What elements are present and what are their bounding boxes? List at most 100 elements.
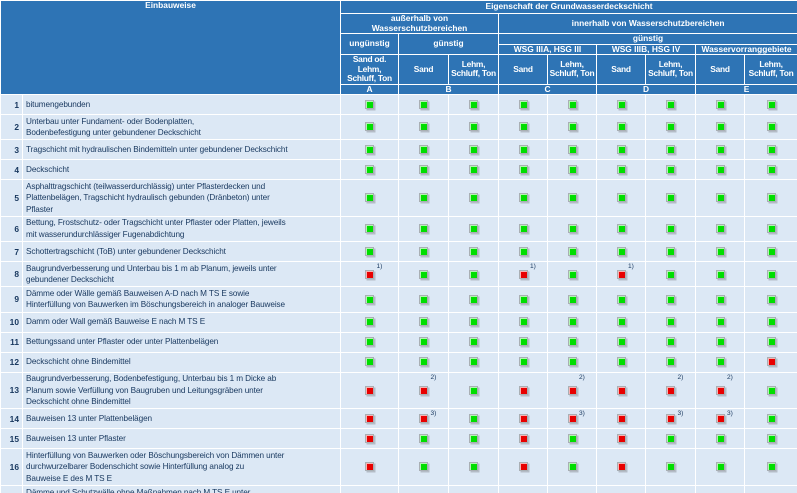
status-cell xyxy=(744,448,797,487)
row-number: 1 xyxy=(0,94,23,115)
row-number: 8 xyxy=(0,261,23,288)
not-allowed-square-icon xyxy=(365,434,375,444)
header-unguenstig: ungünstig xyxy=(340,33,400,55)
not-allowed-square-icon xyxy=(518,434,528,444)
status-cell xyxy=(547,94,598,115)
allowed-square-icon xyxy=(616,317,626,327)
header-guenstig-innerhalb: günstig xyxy=(498,33,797,45)
allowed-square-icon xyxy=(567,462,577,472)
table-row: 9 Dämme oder Wälle gemäß Bauweisen A-D na… xyxy=(0,286,797,313)
allowed-square-icon xyxy=(766,122,776,132)
status-cell xyxy=(645,352,697,373)
allowed-square-icon xyxy=(518,294,528,304)
status-cell xyxy=(398,261,450,288)
allowed-square-icon xyxy=(365,99,375,109)
row-description: bitumengebunden xyxy=(22,94,342,115)
status-cell: 2) xyxy=(645,372,697,410)
status-cell xyxy=(340,448,400,487)
not-allowed-square-icon xyxy=(518,269,528,279)
allowed-square-icon xyxy=(666,164,676,174)
allowed-square-icon xyxy=(419,224,429,234)
status-cell xyxy=(596,114,647,141)
not-allowed-square-icon xyxy=(616,269,626,279)
not-allowed-square-icon xyxy=(715,385,725,395)
status-cell xyxy=(498,94,549,115)
status-cell xyxy=(448,286,500,313)
allowed-square-icon xyxy=(365,164,375,174)
status-cell xyxy=(498,408,549,430)
not-allowed-square-icon xyxy=(666,414,676,424)
status-cell xyxy=(340,241,400,263)
not-allowed-square-icon xyxy=(365,462,375,472)
status-cell: 1) xyxy=(498,261,549,288)
table-row: 6 Bettung, Frostschutz- oder Tragschicht … xyxy=(0,216,797,243)
status-cell xyxy=(645,428,697,450)
table-row: 10 Damm oder Wall gemäß Bauweise E nach M… xyxy=(0,312,797,333)
header-soil-e-lehm: Lehm, Schluff, Ton xyxy=(744,54,797,85)
table-row: 7 Schottertragschicht (ToB) unter gebunde… xyxy=(0,241,797,263)
status-cell xyxy=(547,159,598,181)
row-number: 15 xyxy=(0,428,23,450)
allowed-square-icon xyxy=(715,462,725,472)
row-number: 6 xyxy=(0,216,23,243)
status-cell xyxy=(645,114,697,141)
allowed-square-icon xyxy=(616,294,626,304)
page-title: Einbauweise xyxy=(0,0,342,95)
status-cell: 2) xyxy=(398,372,450,410)
footnote-marker: 2) xyxy=(430,373,437,381)
allowed-square-icon xyxy=(469,224,479,234)
status-cell xyxy=(448,372,500,410)
allowed-square-icon xyxy=(419,164,429,174)
status-cell xyxy=(744,114,797,141)
status-cell xyxy=(596,312,647,333)
not-allowed-square-icon xyxy=(616,462,626,472)
status-cell xyxy=(596,485,647,493)
allowed-square-icon xyxy=(616,122,626,132)
allowed-square-icon xyxy=(666,337,676,347)
allowed-square-icon xyxy=(666,434,676,444)
row-number: 4 xyxy=(0,159,23,181)
allowed-square-icon xyxy=(365,224,375,234)
allowed-square-icon xyxy=(469,434,479,444)
allowed-square-icon xyxy=(666,269,676,279)
status-cell xyxy=(448,94,500,115)
allowed-square-icon xyxy=(766,434,776,444)
status-cell xyxy=(744,312,797,333)
footnote-marker: 3) xyxy=(677,410,684,418)
allowed-square-icon xyxy=(766,144,776,154)
row-description: Bettungssand unter Pflaster oder unter P… xyxy=(22,332,342,353)
allowed-square-icon xyxy=(766,246,776,256)
header-soil-d-lehm: Lehm, Schluff, Ton xyxy=(645,54,697,85)
status-cell xyxy=(398,179,450,217)
status-cell: 3) xyxy=(645,408,697,430)
allowed-square-icon xyxy=(419,122,429,132)
table-row: 13 Baugrundverbesserung, Bodenbefestigung… xyxy=(0,372,797,410)
status-cell xyxy=(547,241,598,263)
status-cell xyxy=(645,448,697,487)
status-cell xyxy=(498,139,549,161)
header-soil-c-lehm: Lehm, Schluff, Ton xyxy=(547,54,598,85)
header-wsg-iiib: WSG IIIB, HSG IV xyxy=(596,43,697,55)
row-number: 2 xyxy=(0,114,23,141)
status-cell xyxy=(744,261,797,288)
status-cell xyxy=(645,332,697,353)
row-description: Deckschicht ohne Bindemittel xyxy=(22,352,342,373)
status-cell xyxy=(695,261,746,288)
status-cell xyxy=(547,332,598,353)
status-cell xyxy=(398,241,450,263)
header-row-zones: außerhalb von Wasserschutzbereichen inne… xyxy=(1,13,797,34)
allowed-square-icon xyxy=(419,144,429,154)
row-number: 16 xyxy=(0,448,23,487)
allowed-square-icon xyxy=(419,357,429,367)
row-description: Bettung, Frostschutz- oder Tragschicht u… xyxy=(22,216,342,243)
status-cell xyxy=(695,139,746,161)
row-description: Dämme und Schutzwälle ohne Maßnahmen nac… xyxy=(22,485,342,493)
allowed-square-icon xyxy=(365,122,375,132)
table-row: 14 Bauweisen 13 unter Plattenbelägen 3) 3) 3… xyxy=(0,408,797,430)
header-wsg-iiia: WSG IIIA, HSG III xyxy=(498,43,598,55)
status-cell xyxy=(596,179,647,217)
not-allowed-square-icon xyxy=(666,385,676,395)
allowed-square-icon xyxy=(365,193,375,203)
allowed-square-icon xyxy=(666,357,676,367)
not-allowed-square-icon xyxy=(567,414,577,424)
